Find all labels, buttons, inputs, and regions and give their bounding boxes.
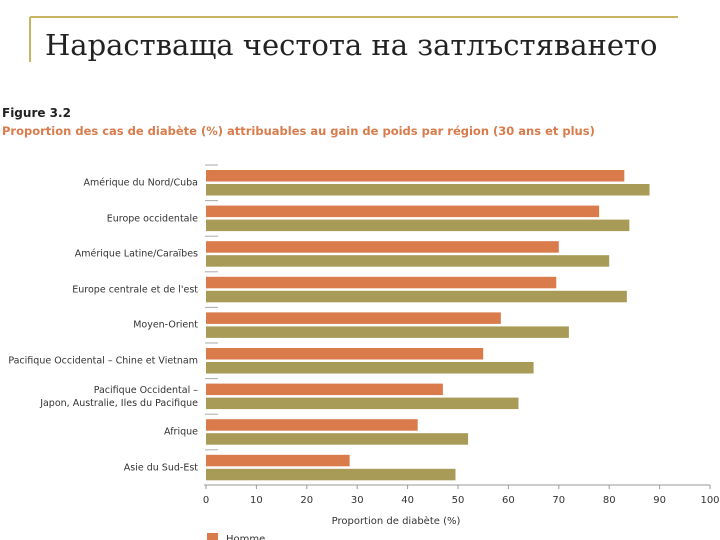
bar [206,219,630,232]
bar [206,170,625,182]
y-tick-label: Pacifique Occidental – Japon, Australie,… [40,384,198,409]
legend-swatch [207,533,218,540]
x-tick-label: 100 [700,495,719,506]
y-tick-label: Amérique Latine/Caraïbes [74,248,198,260]
bar [206,205,600,218]
bar [206,255,610,267]
x-tick-label: 50 [452,495,465,506]
y-tick-label: Amérique du Nord/Cuba [83,177,198,189]
x-tick-label: 20 [300,495,313,506]
x-tick-label: 10 [250,495,263,506]
bar [206,348,484,360]
slide-title: Нарастваща честота на затлъстяването [45,28,658,62]
y-tick-label: Pacifique Occidental – Chine et Vietnam [8,355,198,367]
bar [206,468,456,481]
x-tick-label: 60 [502,495,515,506]
legend-label: Homme [226,534,265,540]
x-tick-label: 90 [653,495,666,506]
y-tick-label: Europe occidentale [106,213,198,225]
figure-label: Figure 3.2 [2,106,71,120]
y-tick-label: Europe centrale et de l'est [72,284,198,296]
y-tick-label: Moyen-Orient [133,319,198,331]
bar [206,290,627,303]
y-tick-label: Asie du Sud-Est [123,462,198,474]
bar [206,184,650,196]
x-tick-label: 70 [552,495,565,506]
bar [206,276,557,289]
x-tick-label: 30 [351,495,364,506]
x-tick-label: 0 [203,495,209,506]
bar [206,454,350,467]
x-tick-label: 80 [603,495,616,506]
chart-title: Proportion des cas de diabète (%) attrib… [2,124,595,138]
bar [206,419,418,431]
bar [206,241,559,253]
y-tick-label: Afrique [164,426,198,438]
bar [206,312,501,324]
bar [206,362,534,374]
bar [206,383,443,396]
bar [206,433,469,445]
x-axis-label: Proportion de diabète (%) [332,515,461,527]
x-tick-label: 40 [401,495,414,506]
bar [206,397,519,410]
bar [206,326,569,338]
